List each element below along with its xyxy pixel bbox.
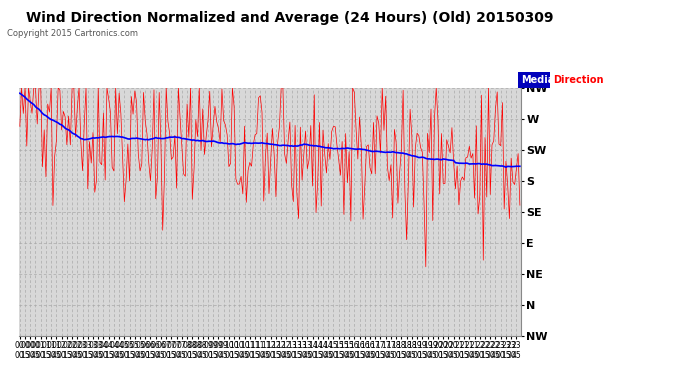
Text: Direction: Direction	[553, 75, 604, 85]
Text: Copyright 2015 Cartronics.com: Copyright 2015 Cartronics.com	[7, 28, 138, 38]
Text: Wind Direction Normalized and Average (24 Hours) (Old) 20150309: Wind Direction Normalized and Average (2…	[26, 11, 553, 25]
Text: Median: Median	[521, 75, 561, 85]
